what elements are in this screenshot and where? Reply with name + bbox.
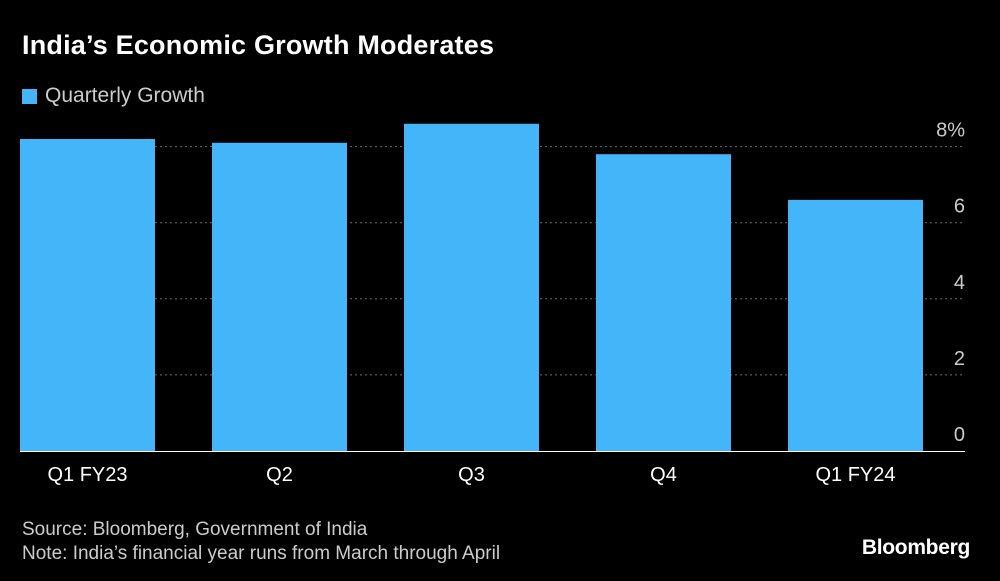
y-tick-label: 4 xyxy=(954,272,965,294)
x-tick-label: Q1 FY23 xyxy=(47,464,127,486)
bar-q1-fy23 xyxy=(20,138,155,452)
footer: Source: Bloomberg, Government of India N… xyxy=(22,518,500,566)
x-tick-label: Q4 xyxy=(650,464,677,486)
x-tick-label: Q3 xyxy=(458,464,485,486)
y-tick-label: 8% xyxy=(936,120,965,142)
bar-q1-fy24 xyxy=(788,199,923,451)
source-note: Source: Bloomberg, Government of India xyxy=(22,519,368,540)
footnote: Note: India’s financial year runs from M… xyxy=(22,543,501,564)
y-axis-ticks: 0 2 4 6 8% xyxy=(936,120,965,446)
x-tick-label: Q1 FY24 xyxy=(815,464,895,486)
y-tick-label: 2 xyxy=(954,348,965,370)
bar-q2 xyxy=(212,142,347,452)
legend-label: Quarterly Growth xyxy=(45,84,205,107)
chart-title: India’s Economic Growth Moderates xyxy=(22,30,495,60)
legend-swatch xyxy=(22,88,37,104)
bar-q3 xyxy=(404,123,539,452)
y-tick-label: 6 xyxy=(954,196,965,218)
x-axis-ticks: Q1 FY23 Q2 Q3 Q4 Q1 FY24 xyxy=(47,464,895,486)
bars xyxy=(20,123,923,452)
y-tick-label: 0 xyxy=(954,424,965,446)
legend: Quarterly Growth xyxy=(22,84,205,108)
x-tick-label: Q2 xyxy=(266,464,293,486)
bar-q4 xyxy=(596,154,731,451)
bloomberg-logo: Bloomberg xyxy=(861,536,970,559)
